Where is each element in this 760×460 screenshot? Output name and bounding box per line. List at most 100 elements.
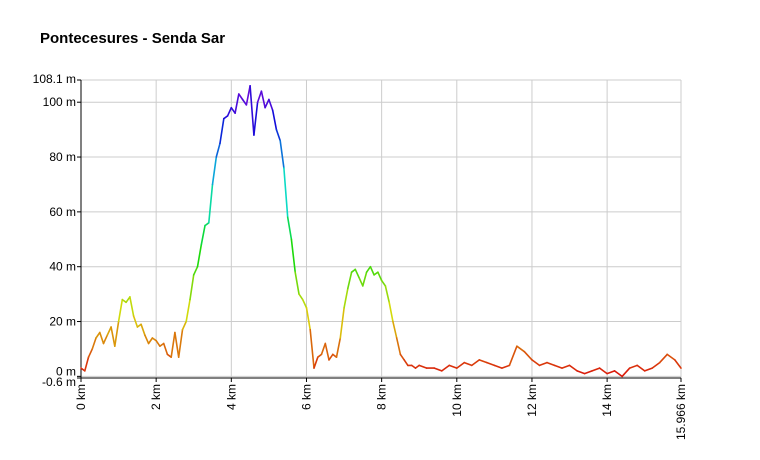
elevation-segment: [275, 128, 282, 142]
y-tick-label: 108.1 m: [33, 72, 76, 86]
elevation-segment: [598, 367, 608, 375]
elevation-segment: [91, 337, 97, 350]
elevation-segment: [546, 361, 556, 367]
elevation-segment: [215, 142, 221, 158]
elevation-segment: [196, 244, 203, 268]
elevation-segment: [129, 296, 135, 317]
elevation-segment: [576, 370, 586, 375]
chart-title: Pontecesures - Senda Sar: [40, 30, 226, 47]
elevation-segment: [234, 93, 240, 114]
elevation-segment: [643, 367, 654, 372]
elevation-segment: [185, 298, 191, 323]
elevation-segment: [256, 90, 263, 103]
elevation-segment: [309, 328, 315, 369]
elevation-segment: [346, 271, 353, 290]
elevation-segment: [114, 320, 120, 348]
elevation-segment: [583, 370, 593, 375]
y-tick-label: -0.6 m: [42, 375, 76, 389]
elevation-segment: [636, 364, 646, 372]
x-tick-label: 0 km: [74, 384, 88, 410]
elevation-segment: [132, 315, 139, 328]
elevation-segment: [189, 274, 195, 301]
elevation-segment: [516, 345, 526, 353]
elevation-segment: [440, 364, 451, 372]
elevation-segment: [294, 271, 300, 295]
elevation-segment: [313, 356, 319, 369]
elevation-segment: [470, 359, 481, 367]
elevation-segment: [117, 298, 124, 323]
x-tick-label: 6 km: [299, 384, 313, 410]
elevation-segment: [290, 238, 297, 274]
elevation-segment: [365, 265, 372, 274]
elevation-segment: [162, 342, 169, 356]
elevation-segment: [395, 337, 402, 356]
elevation-segment: [208, 183, 214, 224]
elevation-segment: [200, 224, 206, 246]
elevation-segment: [339, 306, 345, 339]
elevation-segment: [268, 98, 274, 112]
elevation-segment: [392, 320, 398, 339]
elevation-segment: [433, 367, 443, 372]
elevation-segment: [369, 265, 375, 276]
elevation-segment: [144, 334, 150, 345]
elevation-segment: [538, 361, 548, 367]
elevation-segment: [147, 337, 154, 345]
elevation-segment: [561, 364, 571, 369]
tick-labels: 108.1 m 100 m 80 m 60 m 40 m 20 m 0 m-0.6 m0 k…: [33, 72, 688, 440]
elevation-segment: [264, 98, 270, 109]
elevation-segment: [211, 156, 218, 186]
elevation-segment: [253, 101, 259, 136]
y-tick-label: 40 m: [49, 260, 76, 274]
x-tick-label: 4 km: [224, 384, 238, 410]
elevation-segment: [106, 326, 112, 337]
elevation-segment: [271, 109, 278, 131]
elevation-segment: [666, 353, 676, 361]
axes: [77, 79, 682, 382]
y-tick-label: 80 m: [49, 150, 76, 164]
elevation-segment: [84, 356, 90, 372]
elevation-series: [80, 85, 682, 378]
y-tick-label: 60 m: [49, 205, 76, 219]
elevation-segment: [219, 117, 225, 145]
elevation-segment: [249, 85, 255, 136]
elevation-segment: [591, 367, 601, 372]
elevation-segment: [226, 106, 233, 117]
elevation-segment: [328, 353, 334, 361]
elevation-segment: [455, 361, 466, 369]
elevation-segment: [99, 331, 105, 345]
elevation-segment: [531, 359, 541, 367]
elevation-segment: [305, 306, 312, 331]
elevation-segment: [95, 331, 101, 339]
elevation-segment: [523, 350, 533, 361]
elevation-segment: [621, 367, 631, 378]
elevation-segment: [380, 279, 387, 287]
elevation-segment: [673, 359, 682, 369]
elevation-segment: [628, 364, 639, 369]
elevation-segment: [377, 271, 383, 282]
elevation-segment: [140, 323, 146, 337]
elevation-segment: [606, 370, 616, 375]
elevation-segment: [245, 85, 251, 106]
elevation-segment: [298, 293, 304, 301]
x-tick-label: 10 km: [450, 384, 464, 417]
elevation-segment: [286, 216, 293, 241]
y-tick-label: 0 m: [56, 364, 76, 378]
grid: [80, 79, 682, 379]
elevation-segment: [301, 298, 308, 309]
elevation-segment: [613, 370, 623, 378]
x-tick-label: 15.966 km: [674, 384, 688, 440]
elevation-segment: [418, 364, 428, 369]
elevation-segment: [388, 301, 394, 323]
elevation-segment: [403, 359, 409, 367]
elevation-segment: [384, 285, 391, 304]
elevation-segment: [324, 342, 330, 361]
elevation-segment: [335, 337, 342, 359]
elevation-segment: [192, 265, 199, 276]
elevation-segment: [343, 287, 349, 309]
elevation-segment: [174, 331, 180, 359]
y-tick-label: 20 m: [49, 315, 76, 329]
elevation-segment: [102, 334, 109, 345]
elevation-segment: [181, 320, 187, 331]
